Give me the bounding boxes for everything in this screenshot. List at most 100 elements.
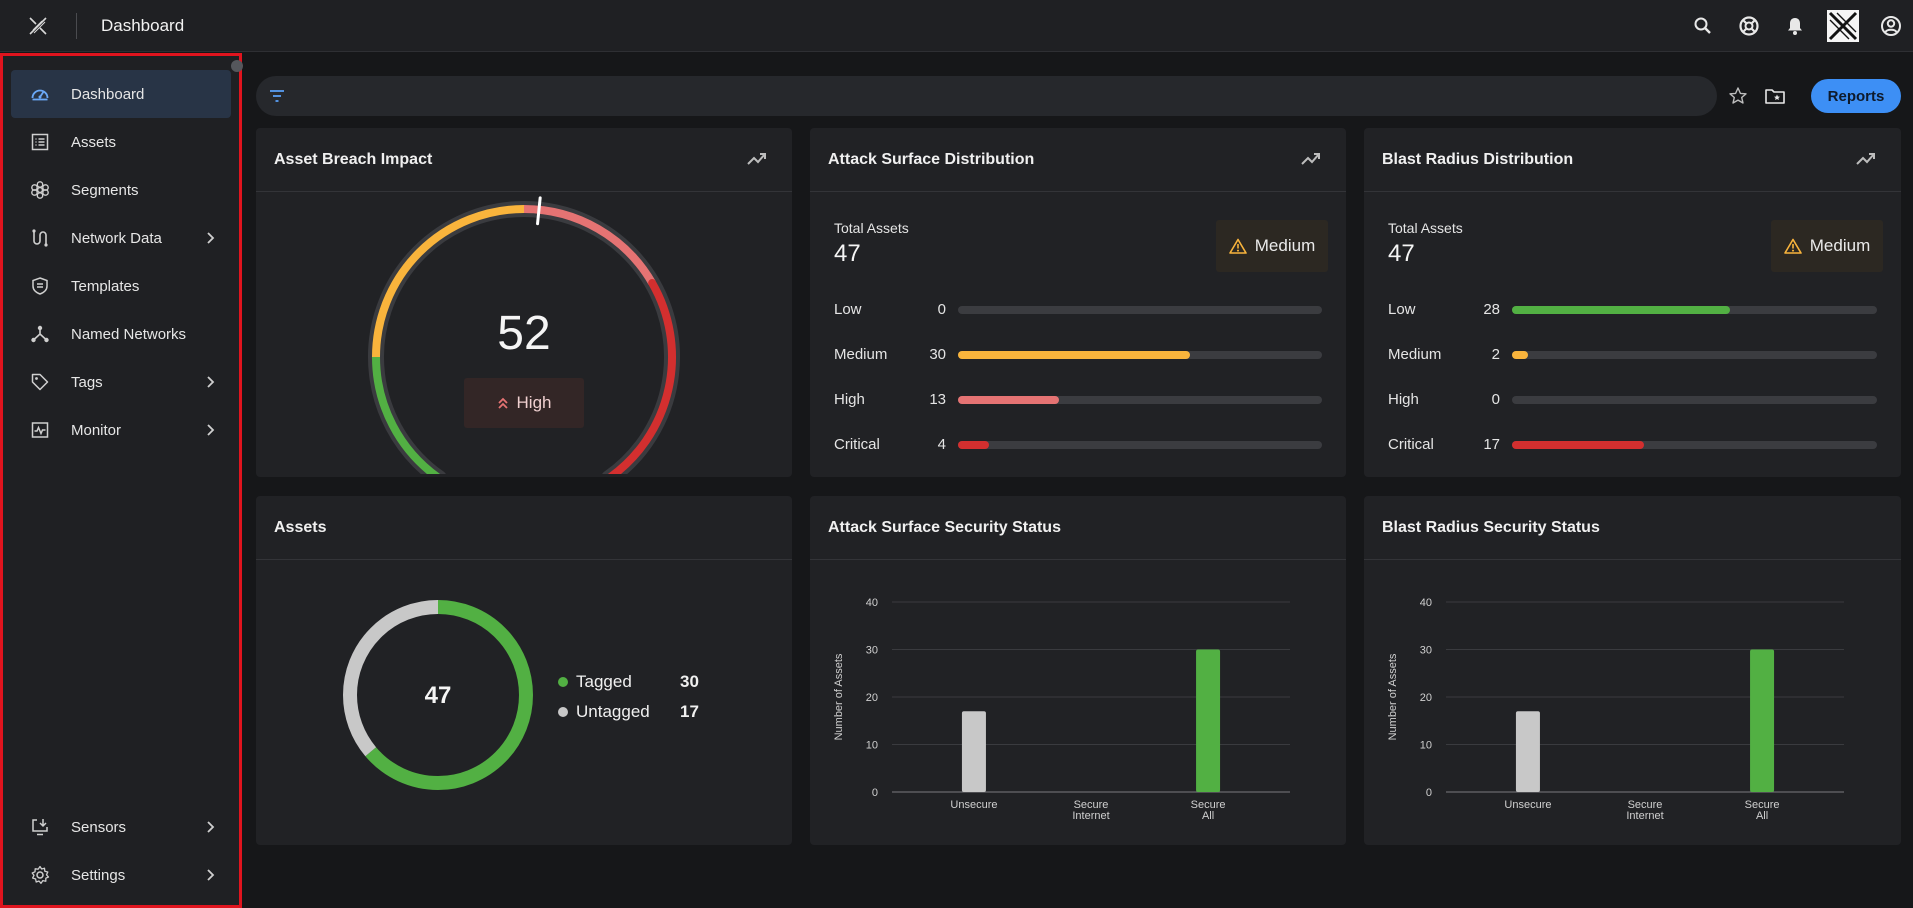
sidebar-item-settings[interactable]: Settings <box>11 851 231 899</box>
y-tick-label: 10 <box>866 740 878 752</box>
row-count: 4 <box>937 436 946 453</box>
sidebar-item-label: Assets <box>71 133 117 151</box>
list-icon <box>29 131 51 153</box>
bar-unsecure <box>1515 711 1540 792</box>
star-icon <box>1729 87 1747 104</box>
filter-input[interactable] <box>296 88 1676 104</box>
chevron-right-icon <box>207 821 215 833</box>
card-header: Asset Breach Impact <box>256 128 792 192</box>
row-fill <box>1512 441 1645 449</box>
lifebuoy-icon <box>1739 16 1759 36</box>
row-label: High <box>1388 391 1419 408</box>
reports-button[interactable]: Reports <box>1811 79 1901 113</box>
chevron-right-icon <box>207 376 215 388</box>
row-fill <box>958 441 989 449</box>
sidebar-item-named-networks[interactable]: Named Networks <box>11 310 231 358</box>
distribution-row-high: High 13 <box>834 390 1322 410</box>
row-fill <box>958 351 1191 359</box>
help-button[interactable] <box>1735 12 1763 40</box>
profile-button[interactable] <box>1877 12 1905 40</box>
risk-level-badge: Medium <box>1216 220 1328 272</box>
sidebar-item-monitor[interactable]: Monitor <box>11 406 231 454</box>
legend-dot <box>558 707 568 717</box>
gauge-chart <box>368 196 680 477</box>
row-fill <box>1512 351 1528 359</box>
trending-up-icon[interactable] <box>1300 150 1322 168</box>
legend-label: Untagged <box>576 702 650 721</box>
card-title: Assets <box>274 518 327 536</box>
sidebar-item-sensors[interactable]: Sensors <box>11 803 231 851</box>
x-tick-label: Internet <box>1072 810 1109 822</box>
total-assets-label: Total Assets <box>1388 220 1463 236</box>
gauge-segment-low <box>372 353 443 477</box>
sidebar-item-assets[interactable]: Assets <box>11 118 231 166</box>
sidebar-collapse-handle[interactable] <box>231 60 243 72</box>
sidebar-bottom-nav: Sensors Settings <box>11 803 231 899</box>
notifications-button[interactable] <box>1781 12 1809 40</box>
trending-up-icon[interactable] <box>1855 150 1877 168</box>
y-tick-label: 0 <box>1426 787 1432 799</box>
app-logo[interactable] <box>0 0 76 52</box>
sidebar-item-label: Dashboard <box>71 85 145 103</box>
card-title: Attack Surface Security Status <box>828 518 1061 536</box>
sidebar-item-tags[interactable]: Tags <box>11 358 231 406</box>
filter-bar <box>256 76 1717 116</box>
distribution-row-low: Low 0 <box>834 300 1322 320</box>
y-tick-label: 40 <box>1420 597 1432 609</box>
legend-dot <box>558 677 568 687</box>
named-networks-icon <box>29 323 51 345</box>
card-header: Blast Radius Distribution <box>1364 128 1901 192</box>
search-button[interactable] <box>1689 12 1717 40</box>
sidebar-item-network-data[interactable]: Network Data <box>11 214 231 262</box>
sidebar: Dashboard Assets Segments Network Data <box>0 53 243 908</box>
y-tick-label: 40 <box>866 597 878 609</box>
warning-icon <box>1228 238 1247 254</box>
sidebar-item-label: Monitor <box>71 421 122 439</box>
legend-untagged[interactable]: Untagged 17 <box>558 702 699 722</box>
distribution-row-low: Low 28 <box>1388 300 1877 320</box>
row-count: 0 <box>937 301 946 318</box>
folder-star-icon <box>1765 89 1785 104</box>
trending-up-icon[interactable] <box>746 150 768 168</box>
sidebar-item-templates[interactable]: Templates <box>11 262 231 310</box>
row-count: 17 <box>1483 436 1500 453</box>
sidebar-item-label: Tags <box>71 373 103 391</box>
breach-score: 52 <box>497 307 551 360</box>
legend-tagged[interactable]: Tagged 30 <box>558 672 699 692</box>
card-title: Asset Breach Impact <box>274 150 433 168</box>
tenant-logo-button[interactable] <box>1827 10 1859 42</box>
monitor-icon <box>29 419 51 441</box>
card-title: Blast Radius Security Status <box>1382 518 1600 536</box>
row-track <box>958 396 1322 404</box>
logo-icon <box>29 16 47 35</box>
assets-donut: 47 Tagged 30 Untagged 17 <box>256 560 792 845</box>
card-header: Assets <box>256 496 792 560</box>
attack-surface-distribution-card: Attack Surface Distribution Total Assets… <box>810 128 1346 477</box>
card-title: Attack Surface Distribution <box>828 150 1035 168</box>
row-count: 30 <box>929 346 946 363</box>
distribution-row-medium: Medium 30 <box>834 345 1322 365</box>
x-tick-label: Secure <box>1191 799 1226 811</box>
breach-level-label: High <box>516 393 552 412</box>
row-label: Low <box>1388 301 1416 318</box>
filter-icon[interactable] <box>268 87 286 105</box>
x-tick-label: Secure <box>1628 799 1663 811</box>
favorite-button[interactable] <box>1724 82 1752 110</box>
row-track <box>1512 441 1877 449</box>
row-label: Medium <box>834 346 888 363</box>
sidebar-item-segments[interactable]: Segments <box>11 166 231 214</box>
sidebar-item-dashboard[interactable]: Dashboard <box>11 70 231 118</box>
row-track <box>958 351 1322 359</box>
x-tick-label: Secure <box>1745 799 1780 811</box>
gauge-needle <box>536 196 542 226</box>
dashboard-icon <box>29 83 51 105</box>
row-label: Critical <box>834 436 880 453</box>
header-divider <box>76 12 77 39</box>
saved-views-button[interactable] <box>1761 82 1789 110</box>
row-fill <box>958 396 1059 404</box>
assets-card: Assets 47 Tagged 30 Untagged 17 <box>256 496 792 845</box>
y-tick-label: 30 <box>866 645 878 657</box>
card-title: Blast Radius Distribution <box>1382 150 1574 168</box>
sidebar-item-label: Templates <box>71 277 140 295</box>
